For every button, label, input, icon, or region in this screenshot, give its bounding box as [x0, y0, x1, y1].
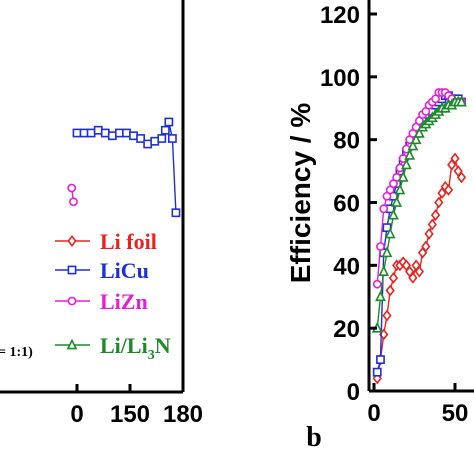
data-point — [136, 134, 145, 143]
panel-a: 0 150 180 Li foil LiCu LiZn Li/Li3N = 1:1) — [0, 0, 203, 428]
data-point — [391, 196, 403, 207]
series-li-li3n — [371, 95, 467, 333]
data-point — [69, 197, 78, 207]
legend-label: LiCu — [100, 258, 149, 283]
data-point — [376, 355, 385, 364]
data-point — [404, 148, 416, 160]
data-point — [388, 208, 399, 220]
data-point — [450, 152, 460, 165]
data-point — [427, 218, 437, 231]
y-tick-label: 60 — [333, 191, 360, 218]
data-point — [397, 170, 409, 182]
data-point — [168, 134, 177, 143]
data-point — [456, 95, 467, 107]
legend-label: Li/Li3N — [100, 333, 171, 363]
y-tick-label: 100 — [320, 65, 360, 92]
y-tick-label: 80 — [333, 128, 360, 155]
data-point — [381, 246, 393, 258]
data-point — [122, 128, 131, 138]
data-point — [143, 139, 153, 149]
data-point — [157, 134, 167, 143]
data-point — [171, 208, 181, 218]
data-point — [385, 284, 395, 297]
data-point — [107, 131, 117, 141]
data-point — [150, 136, 160, 146]
data-point — [413, 126, 425, 138]
data-point — [100, 128, 110, 138]
data-point — [401, 158, 412, 170]
legend-item: LiZn — [55, 289, 148, 314]
legend-marker — [67, 235, 77, 247]
series-lizn — [67, 183, 78, 207]
data-point — [384, 227, 396, 239]
data-point — [164, 117, 174, 127]
panel-a-note: = 1:1) — [0, 345, 33, 360]
series-lizn — [372, 88, 466, 289]
data-point — [430, 209, 441, 221]
data-point — [414, 265, 424, 278]
data-point — [372, 367, 382, 377]
data-point — [408, 272, 418, 284]
data-point — [394, 183, 406, 195]
legend-marker — [67, 265, 77, 275]
data-point — [72, 128, 82, 138]
data-point — [378, 265, 390, 277]
data-point — [382, 223, 392, 233]
panel-b-y-label: Efficiency / % — [285, 103, 316, 284]
legend-label: LiZn — [100, 289, 148, 314]
x-tick-label: 0 — [70, 401, 83, 428]
data-point — [129, 131, 138, 141]
data-point — [372, 279, 382, 289]
x-tick-label: 180 — [163, 401, 203, 428]
panel-b-label: b — [306, 422, 322, 453]
data-point — [376, 242, 385, 251]
data-point — [160, 125, 170, 135]
panel-a-legend: Li foil LiCu LiZn Li/Li3N — [55, 229, 171, 363]
data-point — [424, 228, 434, 240]
legend-item: Li/Li3N — [55, 333, 171, 363]
data-point — [379, 204, 389, 214]
data-point — [410, 133, 422, 145]
data-point — [388, 272, 399, 284]
y-tick-label: 40 — [333, 253, 360, 280]
y-tick-label: 120 — [320, 2, 360, 29]
y-tick-label: 20 — [333, 316, 360, 343]
data-point — [375, 290, 386, 302]
x-tick-label: 0 — [367, 400, 380, 427]
legend-label: Li foil — [100, 229, 157, 254]
data-point — [86, 128, 96, 138]
data-point — [443, 184, 454, 196]
legend-item: LiCu — [55, 258, 149, 283]
legend-marker — [66, 338, 78, 350]
data-point — [93, 125, 103, 135]
data-point — [456, 171, 467, 184]
series-licu — [72, 117, 181, 218]
data-point — [434, 196, 444, 209]
data-point — [67, 183, 77, 193]
legend-item: Li foil — [55, 229, 157, 254]
data-point — [115, 128, 124, 138]
data-point — [79, 128, 89, 138]
data-point — [407, 139, 419, 151]
data-point — [382, 309, 392, 322]
data-point — [421, 240, 431, 253]
legend-marker — [67, 296, 77, 306]
x-tick-label: 50 — [442, 400, 469, 427]
y-tick-label: 0 — [347, 379, 360, 406]
series-li-foil — [372, 152, 467, 385]
panel-b: 0 20 40 60 80 100 120 0 50 b Efficiency / % — [285, 0, 474, 453]
x-tick-label: 150 — [110, 401, 150, 428]
